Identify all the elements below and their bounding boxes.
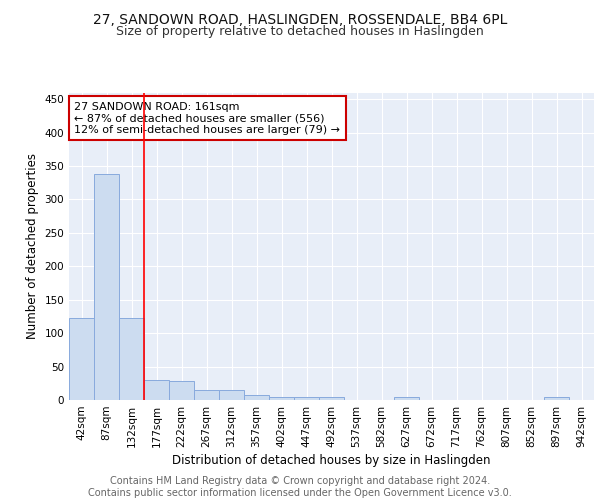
Text: 27 SANDOWN ROAD: 161sqm
← 87% of detached houses are smaller (556)
12% of semi-d: 27 SANDOWN ROAD: 161sqm ← 87% of detache… [74, 102, 340, 135]
Bar [194, 390, 219, 400]
X-axis label: Distribution of detached houses by size in Haslingden: Distribution of detached houses by size … [172, 454, 491, 467]
Bar [119, 318, 144, 400]
Bar [219, 390, 244, 400]
Bar [169, 380, 194, 400]
Bar [269, 396, 294, 400]
Text: 27, SANDOWN ROAD, HASLINGDEN, ROSSENDALE, BB4 6PL: 27, SANDOWN ROAD, HASLINGDEN, ROSSENDALE… [93, 12, 507, 26]
Y-axis label: Number of detached properties: Number of detached properties [26, 153, 39, 339]
Bar [94, 174, 119, 400]
Bar [319, 398, 344, 400]
Bar [544, 398, 569, 400]
Bar [144, 380, 169, 400]
Bar [294, 396, 319, 400]
Bar [69, 318, 94, 400]
Text: Size of property relative to detached houses in Haslingden: Size of property relative to detached ho… [116, 25, 484, 38]
Bar [244, 396, 269, 400]
Text: Contains HM Land Registry data © Crown copyright and database right 2024.
Contai: Contains HM Land Registry data © Crown c… [88, 476, 512, 498]
Bar [394, 398, 419, 400]
